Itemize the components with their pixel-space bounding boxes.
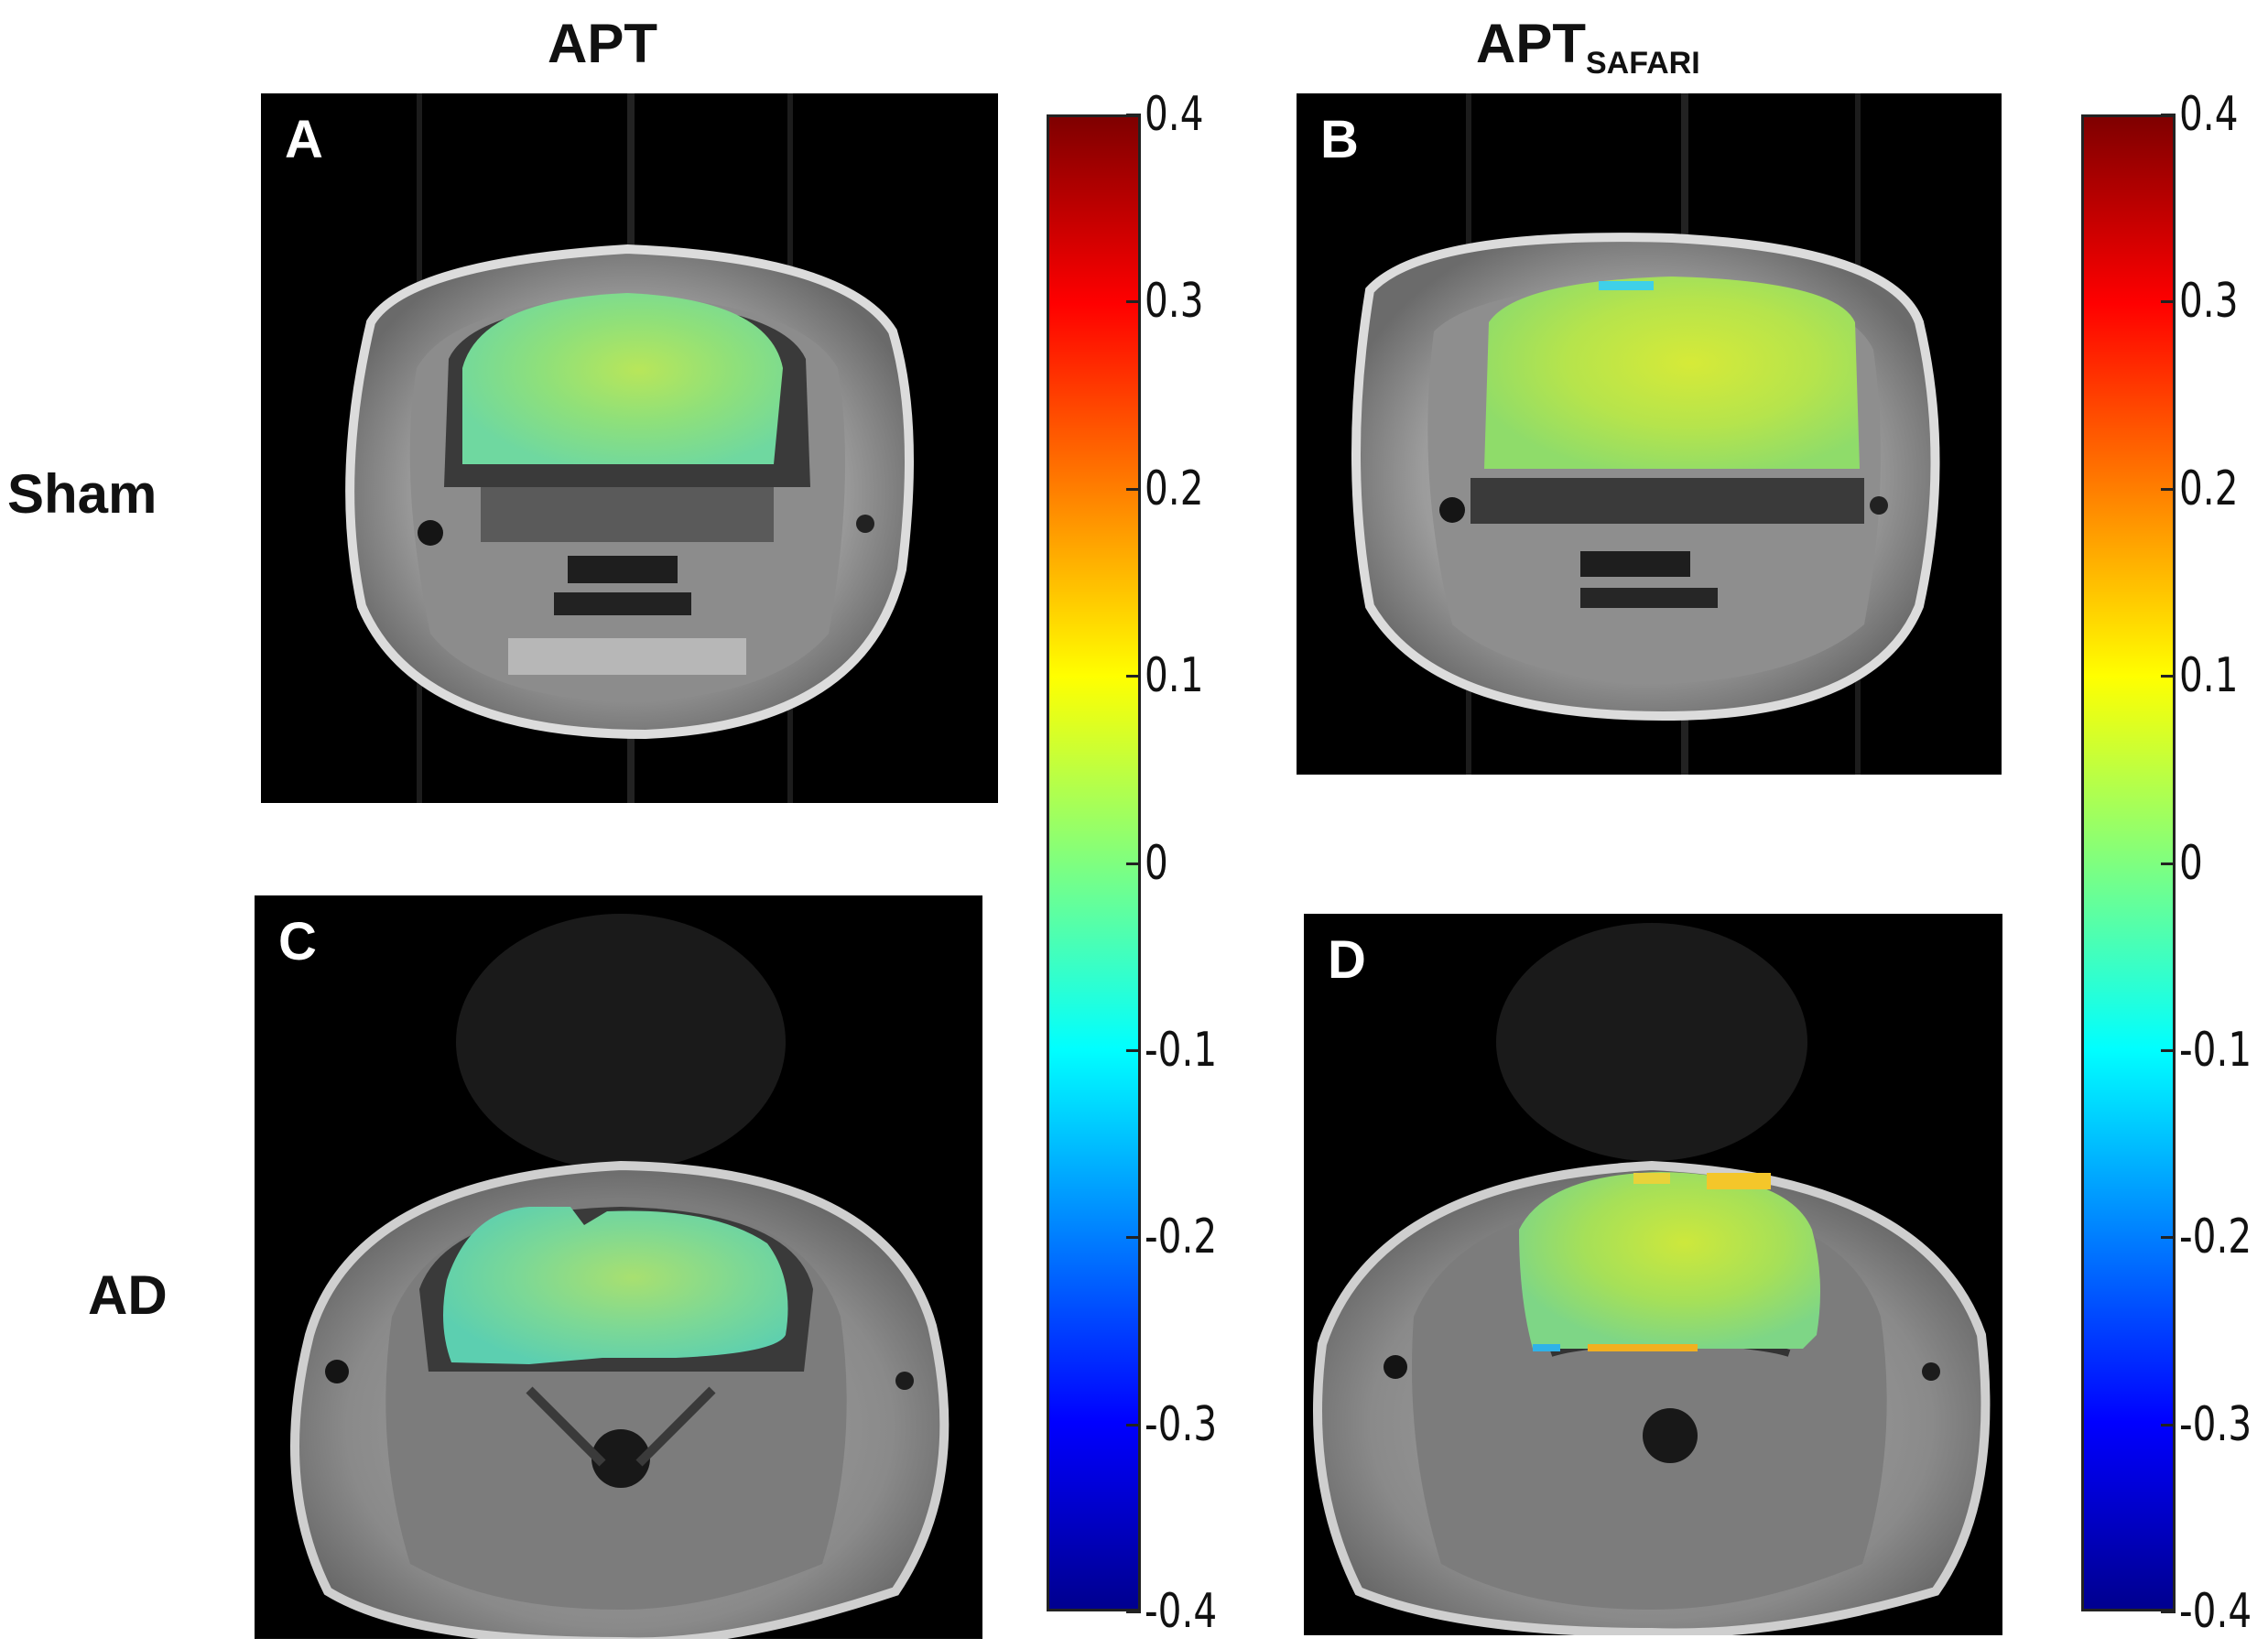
mri-image-d xyxy=(1313,923,1991,1635)
colorbar-left-tick xyxy=(1126,1611,1141,1613)
colorbar-right-tick-label: 0.4 xyxy=(2179,87,2239,142)
panel-letter-a: A xyxy=(285,110,323,169)
colorbar-left-tick xyxy=(1126,1048,1141,1052)
colorbar-right-tick xyxy=(2161,862,2176,865)
panel-c-mri: C xyxy=(255,895,982,1639)
colorbar-right-tick xyxy=(2161,1048,2176,1052)
colorbar-left-tick-label: -0.4 xyxy=(1145,1584,1218,1639)
colorbar-left-tick xyxy=(1126,862,1141,865)
colorbar-right-tick-label: -0.3 xyxy=(2179,1396,2252,1452)
colorbar-left xyxy=(1047,114,1141,1611)
panel-letter-c: C xyxy=(278,912,317,971)
column-title-subscript: SAFARI xyxy=(1586,46,1700,81)
colorbar-left-tick-label: -0.3 xyxy=(1145,1396,1218,1452)
panel-a-mri: A xyxy=(261,93,998,803)
column-title-apt: APT xyxy=(548,13,657,74)
colorbar-left-tick xyxy=(1126,300,1141,304)
colorbar-left-tick-label: -0.1 xyxy=(1145,1022,1218,1078)
panel-b-mri: B xyxy=(1297,93,2002,775)
colorbar-right-tick xyxy=(2161,1423,2176,1427)
colorbar-left-tick-label: 0 xyxy=(1145,835,1168,891)
colorbar-left-tick-label: -0.2 xyxy=(1145,1210,1218,1265)
colorbar-left-tick-label: 0.1 xyxy=(1145,648,1204,704)
colorbar-left-tick-label: 0.4 xyxy=(1145,87,1204,142)
colorbar-right-tick xyxy=(2161,114,2176,116)
colorbar-right-tick-label: -0.2 xyxy=(2179,1210,2252,1265)
panel-letter-b: B xyxy=(1320,110,1359,169)
colorbar-right-tick-label: -0.4 xyxy=(2179,1584,2252,1639)
mri-image-c xyxy=(290,914,950,1639)
colorbar-right-tick-label: -0.1 xyxy=(2179,1022,2252,1078)
colorbar-right-tick xyxy=(2161,300,2176,304)
colorbar-right xyxy=(2081,114,2176,1611)
mri-image-a xyxy=(345,93,914,803)
column-title-apt-safari: APTSAFARI xyxy=(1476,13,1700,81)
panel-letter-d: D xyxy=(1328,930,1366,990)
colorbar-right-tick xyxy=(2161,1236,2176,1240)
colorbar-left-tick-label: 0.2 xyxy=(1145,461,1204,516)
colorbar-left-tick-label: 0.3 xyxy=(1145,274,1204,330)
mri-image-b xyxy=(1351,93,1940,775)
colorbar-right-tick-label: 0.1 xyxy=(2179,648,2239,704)
colorbar-left-tick xyxy=(1126,675,1141,678)
row-label-sham: Sham xyxy=(7,463,157,525)
colorbar-right-tick-label: 0 xyxy=(2179,835,2203,891)
colorbar-left-tick xyxy=(1126,1236,1141,1240)
colorbar-left-tick xyxy=(1126,1423,1141,1427)
colorbar-right-tick xyxy=(2161,487,2176,491)
colorbar-right-tick xyxy=(2161,675,2176,678)
row-label-ad: AD xyxy=(88,1264,168,1326)
colorbar-right-tick-label: 0.3 xyxy=(2179,274,2239,330)
colorbar-right-tick xyxy=(2161,1611,2176,1613)
panel-d-mri: D xyxy=(1304,914,2002,1635)
colorbar-left-tick xyxy=(1126,487,1141,491)
colorbar-right-tick-label: 0.2 xyxy=(2179,461,2239,516)
colorbar-left-tick xyxy=(1126,114,1141,116)
